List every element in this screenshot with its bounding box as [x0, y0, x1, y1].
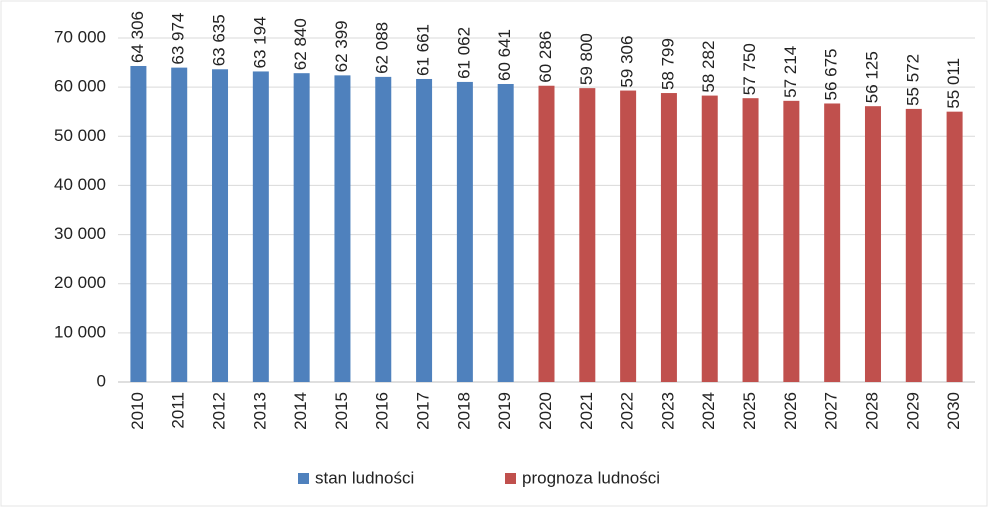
y-tick-label: 40 000 [54, 175, 106, 194]
data-label: 58 282 [699, 41, 718, 93]
legend-swatch [298, 473, 309, 484]
bar [742, 98, 759, 382]
y-tick-label: 10 000 [54, 322, 106, 341]
data-label: 61 062 [454, 27, 473, 79]
bar [824, 103, 841, 383]
bar [701, 95, 718, 382]
y-tick-label: 0 [97, 371, 106, 390]
x-tick-label: 2014 [291, 392, 310, 430]
bar [130, 65, 147, 383]
data-label: 63 635 [210, 14, 229, 66]
data-label: 56 675 [822, 48, 841, 100]
bar [579, 88, 596, 382]
x-tick-label: 2021 [577, 392, 596, 430]
bar [620, 90, 637, 382]
x-tick-label: 2015 [332, 392, 351, 430]
data-label: 58 799 [658, 38, 677, 90]
data-label: 62 088 [373, 22, 392, 74]
x-tick-label: 2026 [781, 392, 800, 430]
data-label: 64 306 [128, 11, 147, 63]
legend-label: prognoza ludności [522, 468, 660, 487]
bar [334, 75, 351, 382]
bar [416, 78, 433, 383]
bar [375, 76, 392, 382]
x-tick-label: 2010 [128, 392, 147, 430]
bar [660, 93, 677, 382]
x-tick-label: 2023 [658, 392, 677, 430]
bar [538, 85, 555, 383]
legend-swatch [505, 473, 516, 484]
x-tick-label: 2018 [454, 392, 473, 430]
data-label: 60 286 [536, 31, 555, 83]
bar [864, 106, 881, 382]
bar [456, 81, 473, 382]
data-label: 61 661 [414, 24, 433, 76]
bar [293, 73, 310, 383]
bar [783, 100, 800, 383]
y-tick-label: 50 000 [54, 126, 106, 145]
x-tick-label: 2013 [250, 392, 269, 430]
bar [905, 108, 922, 382]
data-label: 60 641 [495, 29, 514, 81]
x-tick-label: 2022 [618, 392, 637, 430]
y-tick-label: 30 000 [54, 224, 106, 243]
x-tick-label: 2016 [373, 392, 392, 430]
bar [212, 69, 229, 383]
bar [252, 71, 269, 382]
x-tick-label: 2028 [862, 392, 881, 430]
x-tick-label: 2025 [740, 392, 759, 430]
data-label: 57 750 [740, 43, 759, 95]
x-tick-label: 2024 [699, 392, 718, 430]
bar [171, 67, 188, 382]
legend-label: stan ludności [315, 468, 414, 487]
bar [946, 111, 963, 383]
data-label: 55 572 [903, 54, 922, 106]
data-label: 62 399 [332, 20, 351, 72]
data-label: 62 840 [291, 18, 310, 70]
data-label: 59 306 [618, 36, 637, 88]
x-tick-label: 2029 [903, 392, 922, 430]
data-label: 55 011 [944, 58, 963, 109]
y-tick-label: 60 000 [54, 77, 106, 96]
data-label: 63 974 [169, 13, 188, 65]
x-tick-label: 2027 [822, 392, 841, 430]
data-label: 63 194 [250, 16, 269, 68]
y-tick-label: 70 000 [54, 27, 106, 46]
y-tick-label: 20 000 [54, 273, 106, 292]
bar [497, 83, 514, 382]
x-tick-label: 2012 [210, 392, 229, 430]
x-tick-label: 2019 [495, 392, 514, 430]
x-tick-label: 2020 [536, 392, 555, 430]
data-label: 59 800 [577, 33, 596, 85]
x-tick-label: 2030 [944, 392, 963, 430]
data-label: 56 125 [862, 51, 881, 103]
x-tick-label: 2017 [414, 392, 433, 430]
data-label: 57 214 [781, 46, 800, 98]
x-tick-label: 2011 [169, 392, 188, 429]
